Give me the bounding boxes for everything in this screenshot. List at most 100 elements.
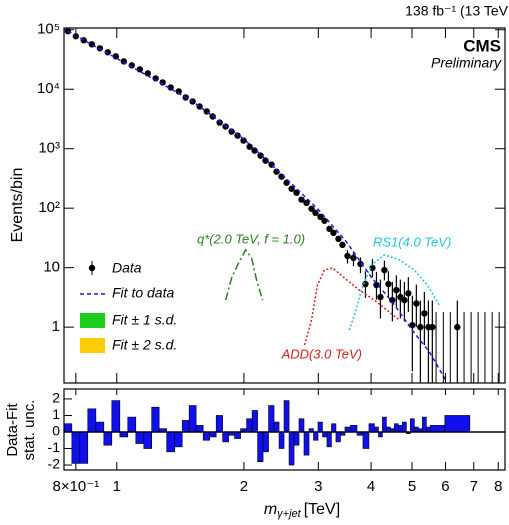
x-tick-label: 8×10⁻¹ <box>52 478 99 495</box>
pull-bar <box>127 416 137 433</box>
data-point <box>454 323 461 331</box>
data-point <box>321 217 328 224</box>
pull-bar <box>362 431 370 449</box>
data-point <box>64 28 72 35</box>
pull-bar <box>273 421 280 433</box>
pull-bar <box>430 425 446 433</box>
data-point <box>293 189 300 196</box>
signal-label: ADD(3.0 TeV) <box>281 346 362 361</box>
data-point <box>377 293 384 301</box>
pull-bar <box>64 423 73 433</box>
pull-bar <box>298 418 305 433</box>
legend-label: Fit ± 1 s.d. <box>112 312 177 328</box>
pull-bar <box>143 431 153 449</box>
data-point <box>288 185 295 192</box>
data-point <box>339 241 346 249</box>
y-axis-title: Events/bin <box>9 168 26 243</box>
pull-bar <box>410 418 415 433</box>
ratio-y-tick-label: -2 <box>48 456 61 472</box>
pull-bar <box>151 406 160 433</box>
data-point <box>421 310 428 317</box>
pull-bar <box>87 408 97 433</box>
data-point <box>228 128 235 135</box>
data-point <box>330 229 337 237</box>
x-axis-title: mγ+jet [TeV] <box>264 501 340 520</box>
data-point <box>417 323 424 331</box>
ratio-y-tick-label: 1 <box>52 406 60 422</box>
ratio-y-tick-label: 0 <box>52 423 60 439</box>
x-tick-label: 5 <box>408 478 416 495</box>
data-point <box>350 254 357 262</box>
pull-bar <box>202 431 211 441</box>
pull-bar <box>135 431 145 444</box>
ratio-frame <box>63 388 506 471</box>
pull-bar <box>398 425 403 433</box>
pull-bar <box>215 415 223 433</box>
data-point <box>240 137 247 144</box>
data-point <box>262 157 269 164</box>
pull-bar <box>246 418 253 433</box>
data-point <box>104 49 111 56</box>
curve <box>303 267 400 346</box>
curve <box>348 254 440 331</box>
curve <box>224 248 264 301</box>
x-axis-symbol: m <box>264 501 277 518</box>
curve <box>67 30 447 381</box>
pull-bar <box>174 431 183 448</box>
y-tick-label: 1 <box>52 318 60 335</box>
pull-bar <box>402 421 407 433</box>
y-tick-label: 10⁴ <box>37 80 60 97</box>
ratio-plot <box>64 400 471 466</box>
pull-bar <box>382 416 387 433</box>
lumi-label: 138 fb⁻¹ (13 TeV <box>405 3 509 19</box>
signal-label: q*(2.0 TeV, f = 1.0) <box>197 231 305 246</box>
pull-bar <box>278 431 285 449</box>
legend-label: Fit ± 2 s.d. <box>112 337 177 353</box>
data-point <box>389 296 396 304</box>
data-point <box>401 296 408 304</box>
ratio-y-title: Data-Fit <box>4 402 21 456</box>
x-tick-label: 3 <box>314 478 322 495</box>
pull-bar <box>283 400 290 433</box>
ratio-y-tick-label: 2 <box>52 390 60 406</box>
data-point <box>405 290 412 297</box>
pull-bar <box>111 400 121 433</box>
data-point <box>317 213 324 221</box>
pull-bar <box>326 431 332 448</box>
pull-bar <box>188 405 197 433</box>
pull-bar <box>368 423 375 433</box>
pull-bar <box>444 415 471 433</box>
data-point <box>128 62 135 69</box>
legend-label: Data <box>112 260 142 276</box>
x-tick-label: 6 <box>441 478 449 495</box>
data-point <box>251 147 258 154</box>
pull-bar <box>268 405 275 433</box>
y-tick-label: 10² <box>38 199 60 216</box>
pull-bar <box>303 431 310 456</box>
pull-bar <box>394 423 399 433</box>
pull-bar <box>262 431 269 453</box>
data-point <box>385 280 392 288</box>
pull-bar <box>95 421 105 433</box>
data-point <box>369 264 376 272</box>
y-tick-label: 10 <box>43 259 60 276</box>
experiment-label: CMS <box>463 36 501 55</box>
x-axis-unit: [TeV] <box>304 501 340 518</box>
pull-bar <box>331 423 337 433</box>
status-label: Preliminary <box>431 55 502 71</box>
data-point <box>216 119 223 126</box>
x-tick-label: 8 <box>494 478 502 495</box>
signal-label: RS1(4.0 TeV) <box>373 234 451 249</box>
main-plot <box>64 28 500 383</box>
data-point <box>246 143 253 150</box>
pull-bar <box>103 431 113 446</box>
data-point <box>381 266 388 274</box>
pull-bar <box>257 431 264 463</box>
pull-bar <box>71 431 81 464</box>
pull-bar <box>222 431 229 443</box>
legend-marker <box>88 264 96 272</box>
data-point <box>373 281 380 289</box>
data-point <box>144 70 151 77</box>
pull-bar <box>288 431 295 466</box>
